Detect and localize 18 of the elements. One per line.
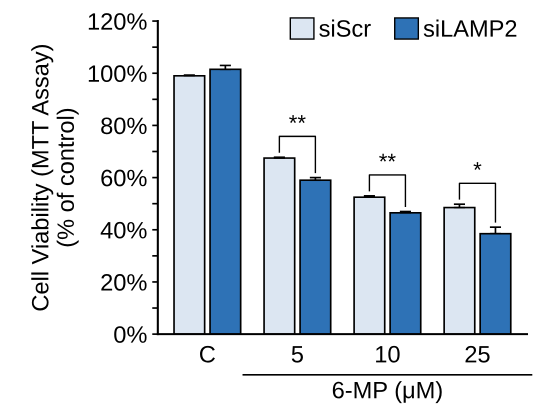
legend-label: siLAMP2 xyxy=(424,20,516,37)
x-tick-label: 10 xyxy=(376,346,400,363)
y-tick-label: 20% xyxy=(101,274,147,291)
legend-label: siScr xyxy=(319,20,371,37)
x-tick-label: C xyxy=(200,346,215,363)
y-tick-label: 60% xyxy=(101,170,147,186)
y-tick-label: 0% xyxy=(114,326,147,343)
y-tick-label: 120% xyxy=(88,13,147,30)
annotation: ** xyxy=(379,154,396,162)
x-tick-label: 25 xyxy=(466,346,490,363)
y-axis-title: Cell Viability (MTT Assay) (% of control) xyxy=(31,44,79,310)
annotation: * xyxy=(473,162,482,170)
y-tick-label: 80% xyxy=(101,117,147,134)
annotation: ** xyxy=(289,115,306,123)
y-tick-label: 100% xyxy=(88,65,147,82)
x-tick-label: 5 xyxy=(292,346,303,363)
x-axis-title: 6-MP (μM) xyxy=(332,381,442,404)
y-tick-label: 40% xyxy=(100,222,147,239)
